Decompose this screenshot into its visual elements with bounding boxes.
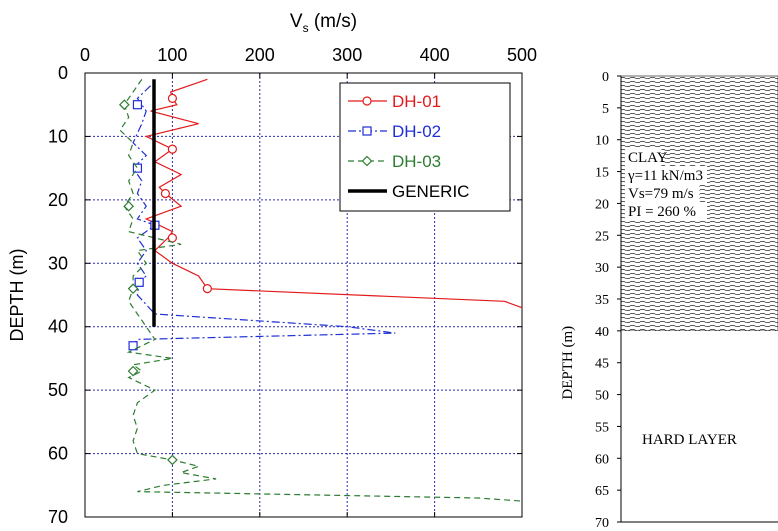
depth-tick-label: 0 (602, 70, 609, 85)
legend-label-dh-01: DH-01 (392, 92, 441, 111)
x-tick-label: 0 (80, 45, 90, 65)
depth-tick-label: 35 (595, 293, 609, 308)
data-point-dh-02 (128, 341, 138, 351)
depth-tick-label: 40 (595, 325, 609, 340)
y-tick-label: 0 (58, 63, 68, 83)
data-point-dh-01 (202, 284, 212, 294)
x-tick-label: 100 (157, 45, 187, 65)
depth-tick-label: 10 (595, 134, 609, 149)
data-point-dh-02 (132, 163, 143, 173)
label-background (625, 202, 707, 221)
clay-property-label: PI = 260 % (628, 204, 696, 220)
data-point-dh-03 (123, 200, 135, 212)
hard-layer (621, 330, 778, 522)
y-tick-label: 50 (48, 380, 68, 400)
x-axis-label: Vs (m/s) (290, 11, 357, 35)
label-background (625, 148, 662, 167)
series-line-dh-03 (119, 78, 523, 502)
data-point-dh-01 (167, 93, 177, 103)
data-point-dh-03 (167, 454, 178, 466)
legend-label-generic: GENERIC (392, 182, 469, 201)
y-tick-labels: 0 10 20 30 40 50 60 70 (48, 63, 68, 527)
depth-tick-label: 55 (595, 420, 609, 435)
x-tick-labels: 0 100 200 300 400 500 (80, 45, 537, 65)
depth-tick-label: 50 (595, 389, 609, 404)
vs-depth-chart: 0 100 200 300 400 500 0 10 20 30 40 50 60 70 Vs (m/s… (7, 11, 537, 527)
clay-property-label: Vs=79 m/s (628, 186, 694, 202)
legend-marker-dh-02 (362, 126, 372, 136)
data-point-dh-03 (127, 283, 139, 295)
legend-marker-dh-03 (361, 155, 373, 167)
x-tick-label: 400 (420, 45, 450, 65)
x-tick-label: 200 (245, 45, 275, 65)
soil-depth-axis-label: DEPTH (m) (560, 326, 576, 400)
layer-labels: CLAY γ=11 kN/m3 Vs=79 m/s PI = 260 % HARD LA… (625, 148, 737, 448)
y-tick-label: 10 (48, 126, 68, 146)
legend: DH-01 DH-02 DH-03 GENERIC (339, 82, 511, 212)
clay-property-label: γ=11 kN/m3 (627, 168, 703, 184)
data-point-dh-03 (127, 365, 139, 377)
legend-marker-dh-01 (362, 96, 372, 106)
depth-tick-label: 30 (595, 261, 609, 276)
data-point-dh-02 (132, 100, 143, 110)
data-point-dh-01 (160, 188, 171, 199)
data-point-dh-01 (167, 144, 177, 154)
series-layer (118, 78, 523, 502)
data-point-dh-01 (167, 233, 177, 243)
data-point-dh-02 (134, 277, 144, 287)
depth-tick-label: 45 (595, 357, 609, 372)
y-axis-label: DEPTH (m) (7, 249, 27, 342)
depth-tick-label: 65 (595, 484, 609, 499)
depth-tick-label: 15 (595, 166, 609, 181)
depth-tick-label: 25 (595, 229, 609, 244)
data-point-dh-03 (118, 99, 130, 111)
y-tick-label: 20 (48, 190, 68, 210)
clay-layer-name: CLAY (628, 150, 668, 166)
depth-tick-label: 70 (595, 516, 609, 531)
depth-tick-labels: 0 5 10 15 20 25 30 35 40 45 50 55 60 65 70 (595, 70, 621, 531)
depth-tick-label: 60 (595, 452, 609, 467)
depth-tick-label: 5 (602, 102, 609, 117)
y-tick-label: 30 (48, 253, 68, 273)
legend-label-dh-02: DH-02 (392, 122, 441, 141)
y-tick-label: 60 (48, 444, 68, 464)
depth-tick-label: 20 (595, 197, 609, 212)
soil-profile-column: 0 5 10 15 20 25 30 35 40 45 50 55 60 65 70 DEPTH (m) C… (560, 70, 778, 531)
soil-layers (620, 75, 778, 522)
legend-label-dh-03: DH-03 (392, 152, 441, 171)
hard-layer-label: HARD LAYER (642, 432, 737, 448)
x-tick-label: 500 (507, 45, 537, 65)
label-background (625, 184, 700, 203)
x-tick-label: 300 (332, 45, 362, 65)
label-background (625, 166, 707, 185)
y-tick-label: 40 (48, 317, 68, 337)
y-tick-label: 70 (48, 507, 68, 527)
